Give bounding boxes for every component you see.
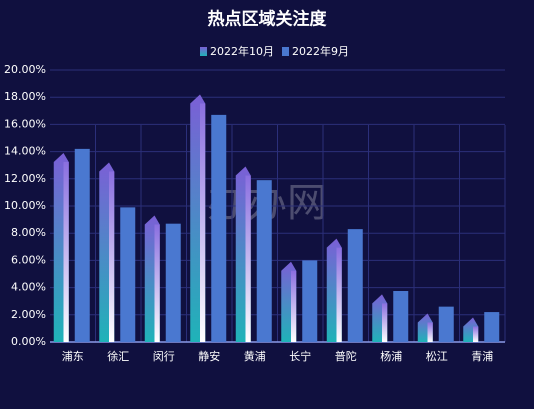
y-tick-label: 8.00%	[11, 226, 46, 239]
chart-title: 热点区域关注度	[208, 9, 328, 30]
bar-highlight	[109, 171, 115, 342]
bar-highlight	[382, 303, 388, 342]
bar	[74, 148, 90, 342]
bar	[302, 260, 318, 342]
x-tick-label: 徐汇	[107, 349, 129, 363]
bar-highlight	[336, 247, 342, 342]
bar	[484, 312, 500, 342]
bar	[438, 306, 454, 342]
x-tick-label: 浦东	[62, 350, 84, 363]
bar-highlight	[154, 224, 160, 342]
x-tick-label: 闵行	[153, 349, 175, 363]
y-tick-label: 4.00%	[11, 281, 46, 294]
y-tick-label: 18.00%	[4, 90, 46, 103]
bar	[256, 180, 272, 342]
bar	[347, 229, 363, 342]
bar	[165, 223, 181, 342]
legend-label: 2022年10月	[210, 44, 274, 58]
bar-highlight	[63, 161, 69, 342]
y-tick-label: 12.00%	[4, 172, 46, 185]
legend-swatch	[282, 47, 289, 56]
x-tick-label: 松江	[426, 349, 448, 363]
legend-swatch	[200, 47, 207, 56]
x-tick-label: 杨浦	[380, 349, 402, 363]
y-tick-label: 6.00%	[11, 253, 46, 266]
bar	[393, 291, 409, 342]
y-tick-label: 2.00%	[11, 308, 46, 321]
bar-highlight	[473, 326, 479, 342]
x-tick-label: 黄浦	[244, 349, 266, 363]
bar-highlight	[200, 103, 206, 342]
y-tick-label: 10.00%	[4, 199, 46, 212]
bar	[120, 207, 136, 342]
y-tick-label: 0.00%	[11, 335, 46, 348]
legend-label: 2022年9月	[292, 44, 349, 58]
y-tick-label: 14.00%	[4, 145, 46, 158]
bar	[211, 114, 227, 342]
bar-highlight	[245, 175, 251, 342]
bar-highlight	[427, 322, 433, 342]
x-tick-label: 青浦	[471, 350, 493, 363]
y-tick-label: 16.00%	[4, 117, 46, 130]
bar-highlight	[291, 270, 297, 342]
y-tick-label: 20.00%	[4, 63, 46, 76]
x-tick-label: 静安	[198, 349, 220, 363]
x-tick-label: 长宁	[289, 349, 311, 363]
x-tick-label: 普陀	[335, 349, 357, 363]
